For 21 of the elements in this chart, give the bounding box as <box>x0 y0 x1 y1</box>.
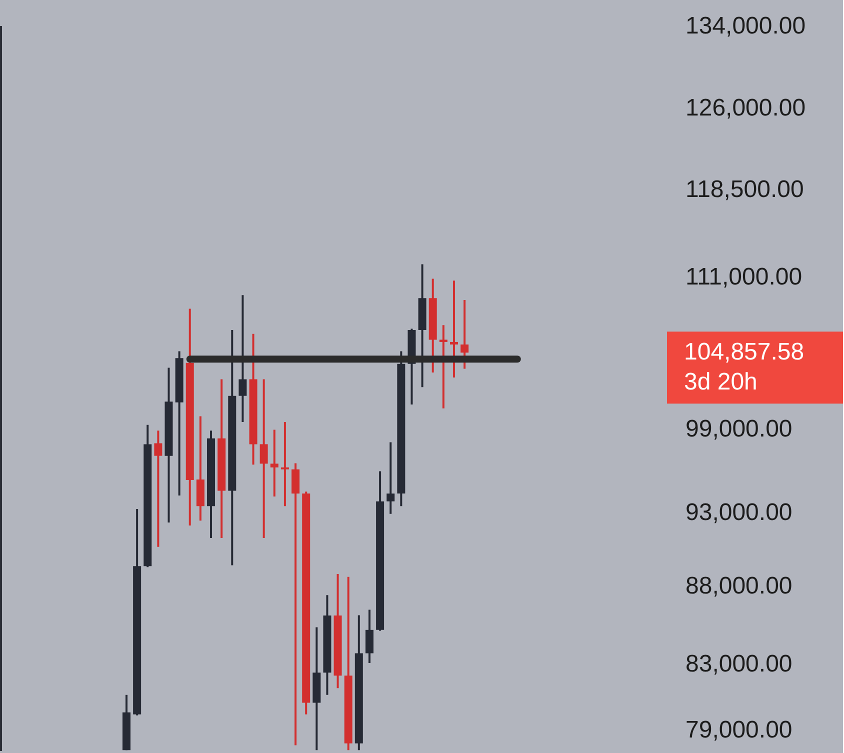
y-tick-label: 134,000.00 <box>686 12 806 40</box>
candlestick <box>365 608 374 664</box>
candlestick <box>260 378 268 540</box>
text: 3d 20h <box>684 368 758 396</box>
y-tick-label: 88,000.00 <box>686 572 792 600</box>
candlestick <box>270 428 278 498</box>
candlestick <box>439 324 448 410</box>
candlestick <box>386 441 395 515</box>
y-tick-label: 111,000.00 <box>686 263 802 290</box>
candlestick <box>450 280 458 378</box>
candlestick <box>460 299 469 370</box>
y-tick-label: 126,000.00 <box>686 94 806 122</box>
candlestick <box>154 430 162 548</box>
y-tick-label: 99,000.00 <box>686 416 792 443</box>
candlestick <box>280 420 289 508</box>
candlestick <box>292 462 300 746</box>
text: 104,857.58 <box>684 338 804 366</box>
y-tick-label: 118,500.00 <box>686 176 804 204</box>
y-tick-label: 93,000.00 <box>686 498 792 526</box>
y-tick-label: 83,000.00 <box>686 650 792 678</box>
y-tick-label: 79,000.00 <box>686 716 792 744</box>
